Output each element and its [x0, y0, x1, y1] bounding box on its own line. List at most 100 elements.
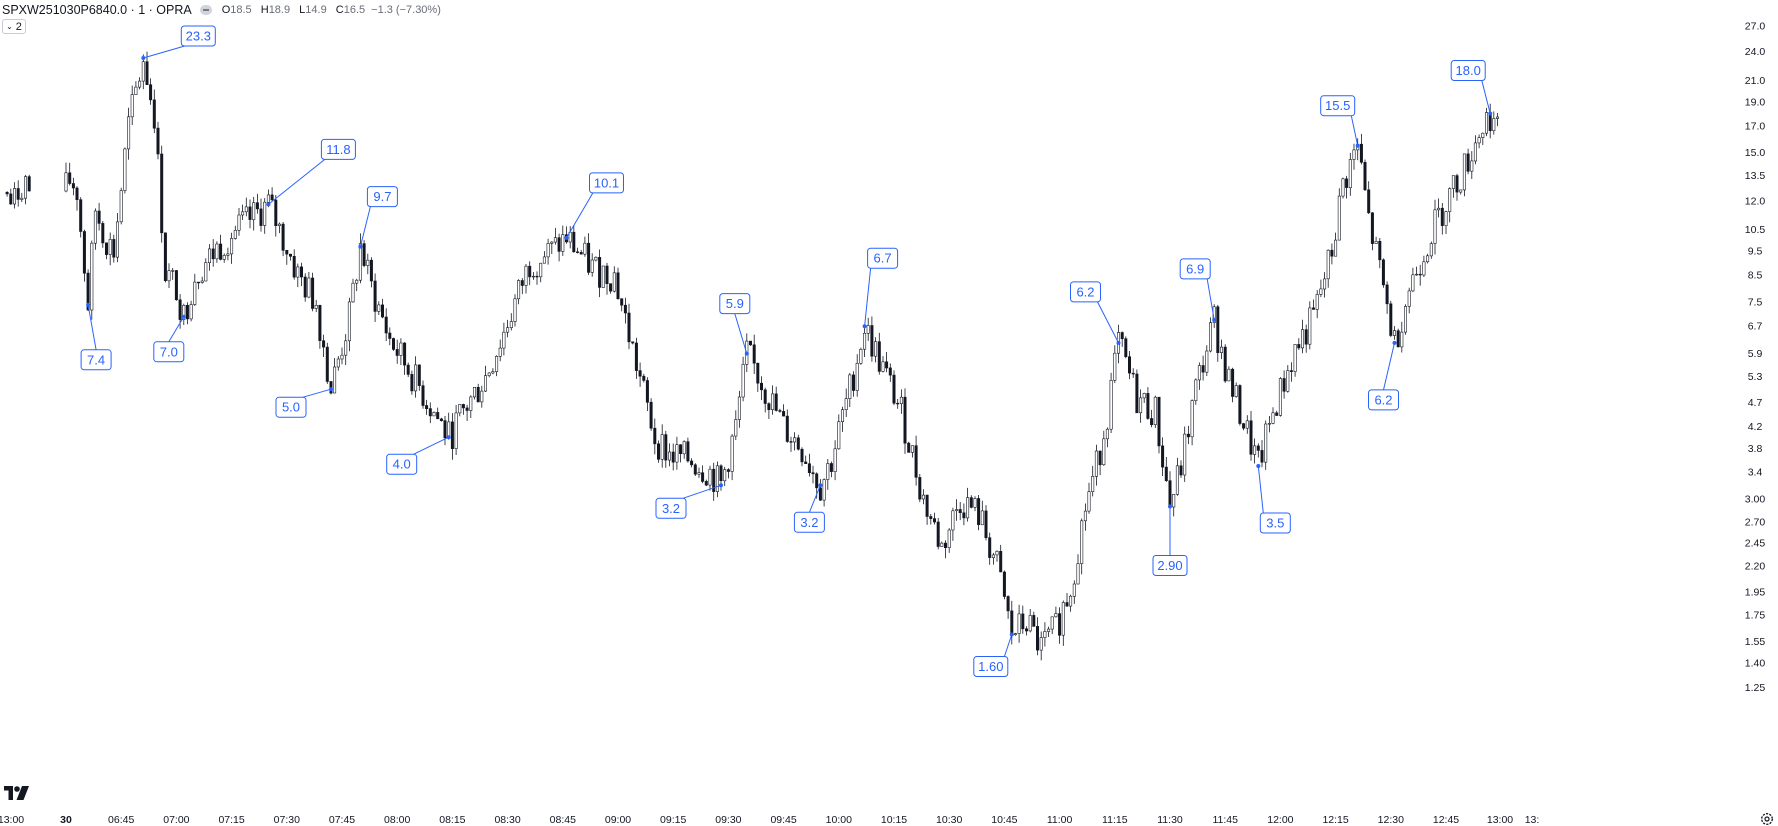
candle-body [1209, 322, 1213, 352]
candle-body [759, 382, 763, 391]
candle-body [517, 280, 521, 300]
candle-body [130, 94, 134, 118]
candle-body [1256, 445, 1260, 451]
candle-body [800, 448, 804, 463]
candle-body [1407, 290, 1411, 307]
candle-body [863, 332, 867, 350]
price-annotation[interactable]: 10.1 [564, 172, 624, 240]
price-annotation[interactable]: 3.2 [793, 483, 825, 533]
price-annotation[interactable]: 23.3 [141, 25, 216, 60]
annotation-label: 6.9 [1186, 261, 1204, 276]
price-tick-label: 3.4 [1748, 467, 1763, 479]
candle-body [649, 401, 653, 429]
time-tick-label: 08:45 [550, 814, 576, 826]
candle-body [97, 210, 101, 224]
annotation-label: 7.4 [87, 352, 105, 367]
price-tick-label: 4.7 [1748, 397, 1763, 409]
price-axis[interactable]: 27.0 24.0 21.0 19.0 17.0 15.0 13.5 12.0 10.5 9.5 8… [1745, 21, 1766, 694]
candle-body [1094, 450, 1098, 477]
annotation-box [1070, 281, 1101, 303]
price-tick-label: 2.45 [1745, 537, 1766, 549]
candle-body [855, 362, 859, 391]
candle-body [1437, 207, 1441, 211]
price-annotation[interactable]: 11.8 [266, 138, 356, 207]
candle-body [509, 321, 513, 328]
price-annotation[interactable]: 15.5 [1320, 95, 1360, 148]
annotation-box [1152, 555, 1188, 576]
annotation-box [386, 453, 418, 475]
time-tick-label: 09:30 [715, 814, 741, 826]
annotation-connector [1350, 115, 1359, 146]
candle-body [542, 256, 546, 264]
candle-body [973, 498, 977, 508]
candle-body [281, 223, 285, 251]
price-annotation[interactable]: 5.0 [275, 387, 333, 418]
price-tick-label: 2.70 [1745, 516, 1766, 528]
visibility-eye-icon[interactable] [199, 5, 212, 15]
price-annotation[interactable]: 18.0 [1450, 60, 1493, 116]
candle-body [185, 304, 189, 320]
candle-body [763, 389, 767, 404]
candle-body [774, 393, 778, 411]
candle-body [756, 362, 760, 384]
candle-body [1404, 306, 1408, 333]
annotation-label: 7.0 [160, 344, 178, 359]
price-tick-label: 2.20 [1745, 560, 1766, 572]
candle-body [307, 277, 311, 298]
candle-body [134, 86, 138, 95]
price-annotation[interactable]: 6.2 [1070, 281, 1121, 345]
collapse-indicators-button[interactable]: ⌄ 2 [2, 19, 26, 34]
annotation-connector [1097, 301, 1119, 344]
price-tick-label: 3.00 [1745, 494, 1766, 506]
candle-body [701, 472, 705, 482]
candle-body [1164, 466, 1168, 482]
price-annotation[interactable]: 6.7 [862, 247, 899, 329]
price-annotation[interactable]: 1.60 [973, 632, 1014, 677]
candle-body [465, 407, 469, 411]
annotation-label: 5.9 [726, 296, 744, 311]
price-annotation[interactable]: 3.5 [1256, 464, 1291, 534]
price-annotation[interactable]: 4.0 [386, 435, 451, 475]
candle-body [145, 61, 149, 86]
candle-body [686, 441, 690, 462]
annotation-anchor-dot [564, 235, 569, 240]
candle-body [1249, 420, 1253, 455]
candle-body [660, 434, 664, 460]
tradingview-logo-icon[interactable] [4, 785, 30, 801]
candle-body [204, 262, 208, 282]
price-annotation[interactable]: 6.9 [1179, 258, 1217, 322]
price-annotation[interactable]: 6.2 [1368, 340, 1399, 411]
settings-gear-icon[interactable] [1760, 812, 1774, 826]
candle-body [299, 266, 303, 278]
annotation-label: 15.5 [1325, 98, 1350, 113]
candle-body [347, 301, 351, 342]
price-annotation[interactable]: 2.90 [1152, 504, 1188, 576]
candle-body [785, 415, 789, 442]
high-label: H [260, 4, 269, 16]
candle-body [480, 390, 484, 403]
time-tick-label: 12:00 [1267, 814, 1293, 826]
candle-body [174, 270, 178, 301]
price-annotation[interactable]: 3.2 [655, 483, 723, 519]
time-axis[interactable]: 13:00 30 06:45 07:00 07:15 07:30 07:45 08:00 08:… [0, 814, 1539, 826]
candle-body [1264, 423, 1268, 463]
time-tick-label: 11:30 [1157, 814, 1183, 826]
annotation-label: 9.7 [373, 189, 391, 204]
price-annotation[interactable]: 9.7 [358, 186, 398, 249]
candle-body [200, 280, 204, 283]
candle-body [1455, 175, 1459, 193]
time-tick-label: 08:15 [439, 814, 465, 826]
price-annotation[interactable]: 7.4 [80, 302, 112, 371]
candle-body [450, 421, 454, 449]
time-tick-label: 06:45 [108, 814, 134, 826]
candle-body [1352, 149, 1356, 160]
price-annotation[interactable]: 5.9 [719, 293, 751, 356]
candle-body [980, 510, 984, 526]
candle-body [93, 210, 97, 244]
symbol-title[interactable]: SPXW251030P6840.0 · 1 · OPRA [2, 3, 192, 17]
candle-body [1393, 330, 1397, 336]
price-annotation[interactable]: 7.0 [153, 314, 186, 363]
candle-body [1466, 153, 1470, 172]
candle-body [156, 127, 160, 155]
